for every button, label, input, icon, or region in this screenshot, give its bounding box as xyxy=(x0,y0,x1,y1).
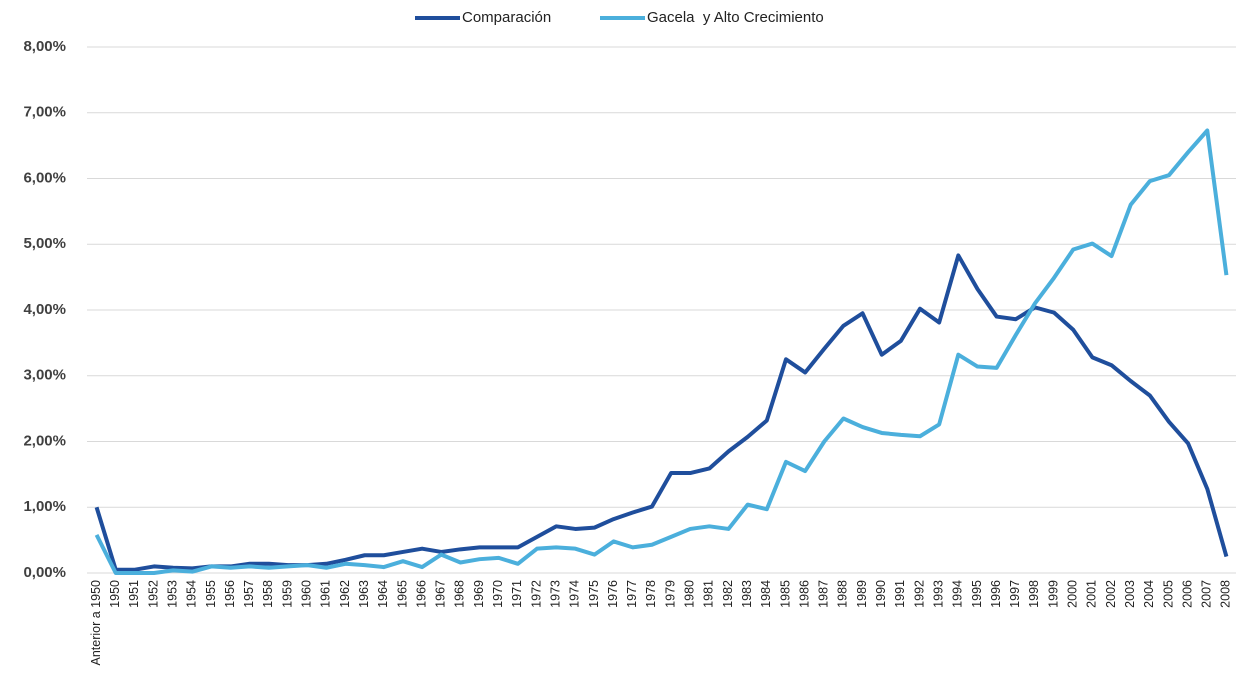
x-tick-label: 2008 xyxy=(1219,580,1233,608)
x-tick-label: 1995 xyxy=(970,580,984,608)
x-tick-label: 1952 xyxy=(146,580,160,608)
x-tick-label: 1959 xyxy=(280,580,294,608)
x-tick-label: 2003 xyxy=(1123,580,1137,608)
x-tick-label: 1964 xyxy=(376,580,390,608)
x-tick-label: 1969 xyxy=(472,580,486,608)
x-tick-label: 1993 xyxy=(931,580,945,608)
x-tick-label: 1954 xyxy=(185,580,199,608)
x-tick-label: 1976 xyxy=(606,580,620,608)
x-tick-label: 1999 xyxy=(1046,580,1060,608)
x-tick-label: 1997 xyxy=(1008,580,1022,608)
y-tick-label: 3,00% xyxy=(23,367,66,384)
y-tick-label: 6,00% xyxy=(23,169,66,186)
x-tick-label: 2000 xyxy=(1066,580,1080,608)
x-tick-label: 1979 xyxy=(663,580,677,608)
x-tick-label: 2002 xyxy=(1104,580,1118,608)
x-tick-label: 1981 xyxy=(702,580,716,608)
x-tick-label: 1955 xyxy=(204,580,218,608)
x-tick-label: 1984 xyxy=(759,580,773,608)
legend-label: Gacela y Alto Crecimiento xyxy=(647,9,824,26)
y-tick-label: 7,00% xyxy=(23,104,66,121)
x-tick-label: 1973 xyxy=(548,580,562,608)
x-tick-label: 1974 xyxy=(568,580,582,608)
x-tick-label: 1962 xyxy=(338,580,352,608)
x-tick-label: 1977 xyxy=(625,580,639,608)
x-tick-label: 1957 xyxy=(242,580,256,608)
y-tick-label: 1,00% xyxy=(23,498,66,515)
x-tick-label: 1956 xyxy=(223,580,237,608)
x-tick-label: 1989 xyxy=(855,580,869,608)
x-tick-label: 1965 xyxy=(395,580,409,608)
y-tick-label: 8,00% xyxy=(23,38,66,55)
y-tick-label: 0,00% xyxy=(23,564,66,581)
x-tick-label: 1987 xyxy=(817,580,831,608)
x-tick-label: Anterior a 1950 xyxy=(89,580,103,666)
series-line xyxy=(94,253,1229,572)
x-tick-label: 1994 xyxy=(951,580,965,608)
x-tick-label: 2005 xyxy=(1161,580,1175,608)
x-tick-label: 1971 xyxy=(510,580,524,608)
x-tick-label: 1970 xyxy=(491,580,505,608)
x-tick-label: 1982 xyxy=(721,580,735,608)
x-tick-label: 1986 xyxy=(797,580,811,608)
y-tick-label: 5,00% xyxy=(23,235,66,252)
x-tick-label: 1991 xyxy=(893,580,907,608)
x-tick-label: 1960 xyxy=(300,580,314,608)
x-tick-label: 1950 xyxy=(108,580,122,608)
x-tick-label: 1963 xyxy=(357,580,371,608)
x-tick-label: 1983 xyxy=(740,580,754,608)
x-tick-label: 1990 xyxy=(874,580,888,608)
x-tick-label: 2004 xyxy=(1142,580,1156,608)
x-tick-label: 1966 xyxy=(414,580,428,608)
x-tick-label: 2006 xyxy=(1180,580,1194,608)
y-tick-label: 4,00% xyxy=(23,301,66,318)
x-tick-label: 1967 xyxy=(434,580,448,608)
x-tick-label: 2007 xyxy=(1200,580,1214,608)
x-tick-label: 2001 xyxy=(1085,580,1099,608)
x-tick-label: 1996 xyxy=(989,580,1003,608)
x-tick-label: 1951 xyxy=(127,580,141,608)
x-tick-label: 1953 xyxy=(165,580,179,608)
legend-label: Comparación xyxy=(462,9,551,26)
x-tick-label: 1968 xyxy=(453,580,467,608)
series-line xyxy=(94,128,1229,575)
x-tick-label: 1975 xyxy=(587,580,601,608)
x-tick-label: 1961 xyxy=(319,580,333,608)
x-tick-label: 1958 xyxy=(261,580,275,608)
x-tick-label: 1998 xyxy=(1027,580,1041,608)
y-tick-label: 2,00% xyxy=(23,432,66,449)
x-tick-label: 1980 xyxy=(683,580,697,608)
x-tick-label: 1978 xyxy=(644,580,658,608)
x-tick-label: 1972 xyxy=(529,580,543,608)
x-tick-label: 1992 xyxy=(912,580,926,608)
x-tick-label: 1988 xyxy=(836,580,850,608)
x-tick-label: 1985 xyxy=(778,580,792,608)
